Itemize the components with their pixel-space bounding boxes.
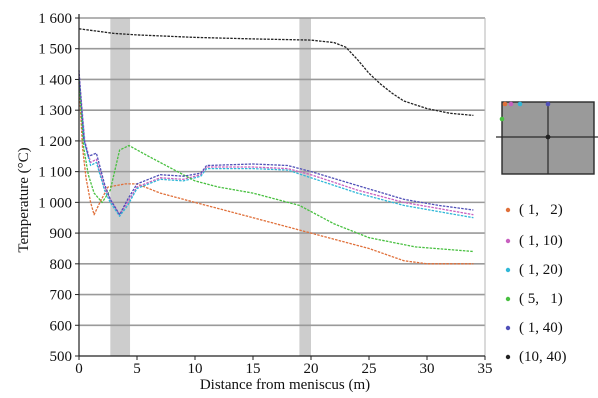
inset-point-marker bbox=[499, 116, 505, 122]
x-tick-label: 15 bbox=[246, 361, 261, 377]
legend-label: ( 5, 1) bbox=[519, 291, 563, 307]
y-tick-label: 800 bbox=[50, 257, 73, 273]
shaded-bands bbox=[110, 18, 311, 356]
series-line bbox=[78, 28, 474, 117]
x-tick-label: 0 bbox=[75, 361, 83, 377]
y-tick-label: 600 bbox=[50, 318, 73, 334]
inset-point-marker bbox=[545, 101, 551, 107]
legend-label: (10, 40) bbox=[519, 349, 567, 365]
x-tick-label: 25 bbox=[362, 361, 377, 377]
inset-point-marker bbox=[508, 101, 514, 107]
y-tick-label: 1 100 bbox=[38, 165, 72, 181]
tick-labels: 500 600 700 800 900 1 000 1 100 1 200 1 300 1 400… bbox=[38, 11, 492, 377]
y-tick-label: 1 200 bbox=[38, 134, 72, 150]
gridlines bbox=[79, 17, 486, 356]
y-tick-label: 1 300 bbox=[38, 103, 72, 119]
x-tick-label: 35 bbox=[478, 361, 493, 377]
series-line bbox=[78, 79, 474, 253]
legend-marker bbox=[505, 267, 511, 273]
legend-label: ( 1, 40) bbox=[519, 320, 563, 336]
legend-marker bbox=[505, 207, 511, 213]
x-tick-label: 30 bbox=[420, 361, 435, 377]
shaded-band bbox=[299, 18, 311, 356]
legend-marker bbox=[505, 296, 511, 302]
inset-point-marker bbox=[502, 101, 508, 107]
y-tick-label: 700 bbox=[50, 288, 73, 304]
y-tick-label: 900 bbox=[50, 226, 73, 242]
y-tick-label: 1 600 bbox=[38, 11, 72, 27]
y-axis-title: Temperature (°C) bbox=[16, 147, 32, 252]
axes bbox=[78, 14, 485, 357]
x-tick-label: 5 bbox=[133, 361, 141, 377]
legend: ( 1, 2) ( 1, 10) ( 1, 20) ( 5, 1) ( 1, 40) (1… bbox=[505, 202, 567, 365]
series-line bbox=[78, 70, 474, 216]
shaded-band bbox=[110, 18, 131, 356]
x-axis-title: Distance from meniscus (m) bbox=[200, 377, 370, 393]
legend-marker bbox=[505, 238, 511, 244]
x-tick-label: 10 bbox=[188, 361, 203, 377]
legend-label: ( 1, 10) bbox=[519, 233, 563, 249]
series-line bbox=[78, 79, 474, 219]
series-lines bbox=[78, 28, 474, 265]
legend-marker bbox=[505, 354, 511, 360]
legend-label: ( 1, 20) bbox=[519, 262, 563, 278]
inset-point-marker bbox=[517, 101, 523, 107]
legend-label: ( 1, 2) bbox=[519, 202, 563, 218]
inset-cross-section bbox=[496, 101, 598, 175]
series-line bbox=[78, 73, 474, 216]
x-tick-label: 20 bbox=[304, 361, 319, 377]
y-tick-label: 1 000 bbox=[38, 195, 72, 211]
y-tick-label: 500 bbox=[50, 349, 73, 365]
y-tick-label: 1 400 bbox=[38, 72, 72, 88]
inset-point-marker bbox=[545, 134, 551, 140]
legend-marker bbox=[505, 325, 511, 331]
y-tick-label: 1 500 bbox=[38, 42, 72, 58]
